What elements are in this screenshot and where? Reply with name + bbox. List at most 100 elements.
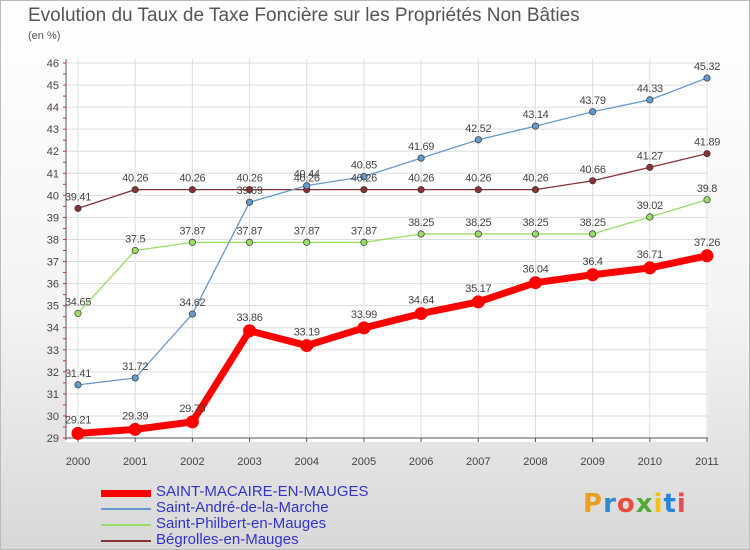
series-line-2 [77, 199, 708, 315]
data-point [74, 309, 82, 317]
chart-unit: (en %) [28, 30, 61, 42]
y-tick-label: 29 [47, 433, 59, 445]
y-tick-label: 44 [47, 102, 59, 114]
data-point [188, 186, 196, 194]
data-point [303, 238, 311, 246]
data-label: 42.52 [465, 123, 491, 135]
x-tick-label: 2008 [523, 456, 547, 468]
data-point [357, 321, 371, 335]
legend-swatch [101, 489, 151, 497]
series-line-3 [77, 153, 708, 210]
data-point [245, 186, 254, 194]
data-label: 39.69 [237, 185, 263, 197]
data-point [360, 238, 368, 246]
logo-letter: t [663, 489, 677, 519]
data-point [360, 173, 368, 181]
data-point [589, 177, 597, 185]
proxiti-logo: Proxiti [583, 489, 687, 519]
data-label: 44.33 [637, 83, 663, 95]
y-tick-label: 38 [47, 234, 59, 246]
data-label: 38.25 [465, 217, 491, 229]
data-point [646, 96, 654, 104]
data-label: 39.8 [697, 183, 717, 195]
data-label: 40.26 [122, 173, 148, 185]
data-point [188, 310, 196, 318]
x-tick-label: 2002 [180, 456, 204, 468]
legend-swatch [101, 540, 151, 542]
data-label: 37.26 [694, 237, 720, 249]
y-tick-label: 45 [47, 80, 59, 92]
data-label: 40.85 [351, 160, 377, 172]
logo-letter: i [676, 489, 687, 519]
data-label: 38.25 [580, 217, 606, 229]
y-tick-label: 30 [47, 411, 59, 423]
data-label: 29.39 [122, 410, 148, 422]
legend-label: Saint-André-de-la-Marche [156, 499, 329, 516]
x-tick-label: 2006 [409, 456, 433, 468]
data-point [531, 186, 540, 194]
data-label: 39.02 [637, 200, 663, 212]
data-label: 40.44 [294, 169, 320, 181]
y-tick-label: 32 [47, 367, 59, 379]
y-tick-label: 41 [47, 168, 59, 180]
plot-area [66, 59, 708, 442]
data-label: 38.25 [408, 217, 434, 229]
data-point [360, 186, 368, 194]
data-label: 43.14 [522, 109, 548, 121]
data-label: 43.79 [580, 95, 606, 107]
data-label: 37.87 [237, 225, 263, 237]
x-tick-label: 2001 [123, 456, 147, 468]
data-label: 40.26 [522, 173, 548, 185]
legend-swatch [101, 508, 151, 510]
data-point [528, 276, 542, 290]
x-tick-label: 2010 [638, 456, 662, 468]
logo-letter: o [616, 489, 636, 519]
legend-label: Bégrolles-en-Mauges [156, 531, 299, 548]
series-line-0 [74, 252, 711, 437]
data-point [471, 295, 485, 309]
data-point [414, 307, 428, 321]
data-label: 39.41 [65, 191, 91, 203]
y-tick-label: 33 [47, 345, 59, 357]
y-tick-label: 43 [47, 124, 59, 136]
data-label: 34.65 [65, 296, 91, 308]
x-tick-label: 2004 [294, 456, 318, 468]
data-label: 40.26 [351, 173, 377, 185]
x-tick-label: 2005 [352, 456, 376, 468]
data-point [74, 381, 82, 389]
data-label: 40.26 [408, 173, 434, 185]
data-label: 45.32 [694, 61, 720, 73]
data-label: 40.26 [294, 173, 320, 185]
data-point [74, 204, 82, 212]
data-point [131, 246, 139, 255]
y-tick-label: 39 [47, 212, 59, 224]
data-point [188, 238, 196, 246]
data-label: 29.73 [179, 403, 205, 415]
data-point [131, 374, 139, 382]
data-label: 33.86 [237, 312, 263, 324]
data-label: 37.87 [294, 225, 320, 237]
data-label: 33.99 [351, 309, 377, 321]
data-point [303, 182, 311, 190]
y-tick-label: 46 [47, 58, 59, 70]
data-label: 36.04 [522, 264, 548, 276]
y-tick-label: 40 [47, 190, 59, 202]
data-label: 37.5 [125, 234, 145, 246]
data-point [474, 230, 482, 238]
data-point [646, 213, 654, 221]
data-point [300, 339, 314, 353]
x-tick-label: 2003 [237, 456, 261, 468]
y-tick-label: 37 [47, 257, 59, 269]
data-point [474, 136, 482, 144]
data-point [128, 422, 142, 436]
data-label: 41.27 [637, 150, 663, 162]
data-point [417, 154, 425, 162]
x-tick-label: 2000 [66, 456, 90, 468]
data-label: 37.87 [179, 225, 205, 237]
data-point [703, 74, 711, 82]
data-label: 37.87 [351, 225, 377, 237]
data-label: 38.25 [522, 217, 548, 229]
data-point [703, 196, 711, 204]
